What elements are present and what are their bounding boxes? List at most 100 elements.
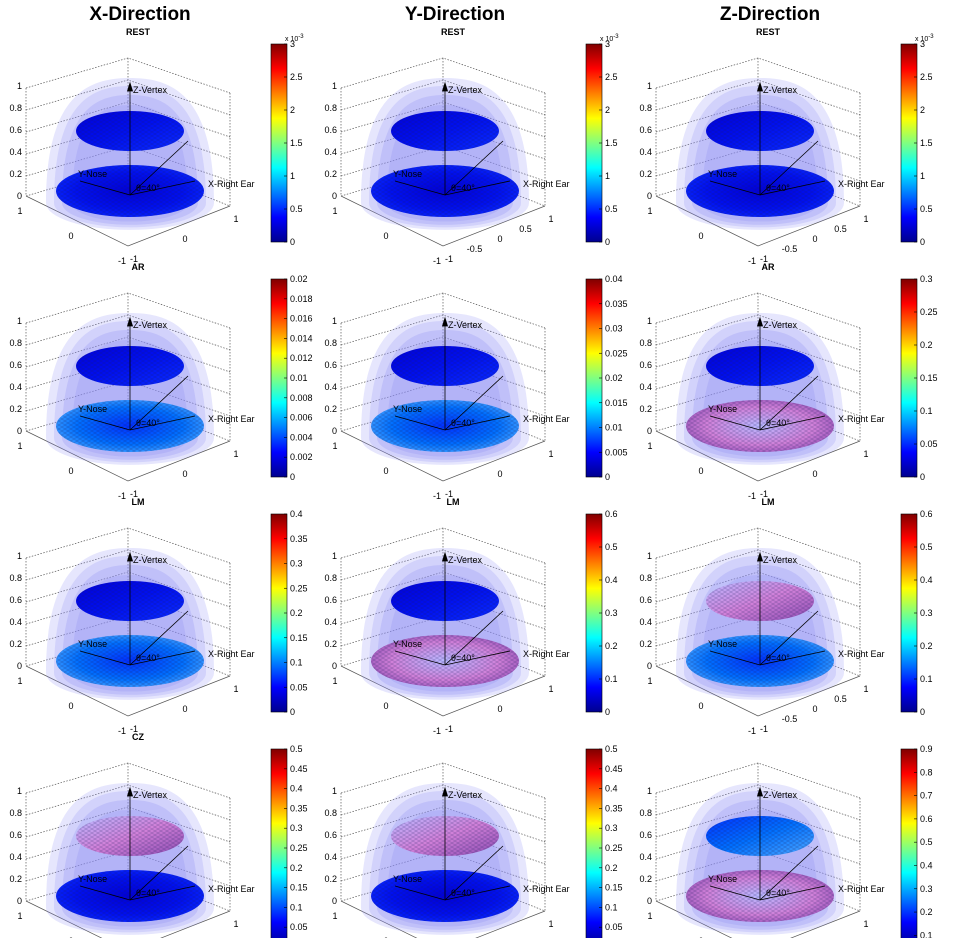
colorbar-tick-label: 0.4	[290, 509, 303, 519]
chart-panel: REST 0 0.2 0.4 0.6 0.8 1 1 0 -1 -1 0 1 Z-Vertex Y-Nose…	[9, 27, 304, 266]
x-tick-label: -1	[760, 489, 768, 499]
y-tick-label: 0	[698, 701, 703, 711]
z-tick-label: 1	[332, 316, 337, 326]
head-axes	[394, 551, 511, 666]
y-axis-ticks: 10-1	[332, 206, 441, 266]
x-tick-label: -1	[445, 724, 453, 734]
colorbar-tick-label: 0.1	[605, 902, 618, 912]
theta-ray	[759, 610, 819, 666]
x-right-ear-label: X-Right Ear	[523, 649, 570, 659]
colorbar-tick-label: 3	[920, 39, 925, 49]
z-tick-label: 0.8	[9, 338, 22, 348]
x-tick-label: 0	[182, 234, 187, 244]
colorbar-tick-label: 0.02	[605, 373, 623, 383]
y-axis-ticks: 10-1	[332, 911, 388, 938]
z-tick-label: 0.6	[639, 125, 652, 135]
z-tick-label: 0.2	[639, 874, 652, 884]
theta-ray	[129, 375, 189, 431]
colorbar-tick-label: 0.3	[920, 884, 933, 894]
colorbar-tick-label: 0.6	[605, 509, 618, 519]
z-tick-label: 0.8	[639, 808, 652, 818]
z-tick-label: 1	[17, 81, 22, 91]
colorbar-tick-label: 0.35	[290, 803, 308, 813]
x-tick-label: -1	[130, 254, 138, 264]
panel-title: CZ	[132, 732, 144, 742]
y-axis-line	[709, 885, 761, 901]
z-tick-label: 0.4	[324, 147, 337, 157]
x-axis-ticks: -101	[863, 919, 868, 929]
z-axis-ticks: 0 0.2 0.4 0.6 0.8 1	[639, 786, 652, 906]
z-axis-ticks: 0 0.2 0.4 0.6 0.8 1	[639, 81, 652, 201]
x-tick-label: 0	[497, 469, 502, 479]
colorbar-tick-label: 0.2	[920, 907, 933, 917]
y-tick-label: 0	[68, 231, 73, 241]
z-arrow-head	[441, 551, 449, 562]
colorbar-tick-label: 2.5	[920, 72, 933, 82]
head-axes	[709, 316, 826, 431]
panel-title: REST	[441, 27, 466, 37]
z-tick-label: 0.4	[324, 852, 337, 862]
x-tick-label: 1	[548, 214, 553, 224]
x-tick-label: 1	[863, 919, 868, 929]
z-vertex-label: Z-Vertex	[448, 555, 483, 565]
colorbar-tick-label: 0.4	[920, 575, 933, 585]
x-tick-label: 1	[863, 214, 868, 224]
z-tick-label: 0.6	[639, 360, 652, 370]
colorbar	[585, 748, 603, 938]
x-tick-label: -1	[445, 489, 453, 499]
y-axis-line	[79, 180, 131, 196]
colorbar-tick-label: 0.015	[605, 398, 628, 408]
colorbar-tick-label: 2.5	[290, 72, 303, 82]
x-right-ear-label: X-Right Ear	[838, 884, 885, 894]
z-axis-ticks: 0 0.2 0.4 0.6 0.8 1	[324, 551, 337, 671]
z-vertex-label: Z-Vertex	[133, 85, 168, 95]
x-tick-label: -1	[130, 489, 138, 499]
column-title-y: Y-Direction	[405, 4, 505, 25]
x-axis-ticks: -101	[760, 449, 869, 499]
head-axes	[394, 786, 511, 901]
x-axis-ticks: -101	[130, 449, 239, 499]
colorbar-tick-label: 0.15	[290, 883, 308, 893]
y-axis-line	[394, 885, 446, 901]
theta-label: θ=40°	[766, 653, 790, 663]
colorbar-tick-label: 0.05	[290, 922, 308, 932]
z-axis-ticks: 0 0.2 0.4 0.6 0.8 1	[9, 316, 22, 436]
x-axis-line	[759, 885, 826, 901]
x-right-ear-label: X-Right Ear	[838, 649, 885, 659]
z-tick-label: 0.8	[639, 338, 652, 348]
z-tick-label: 0.4	[9, 147, 22, 157]
colorbar-tick-label: 0.7	[920, 791, 933, 801]
z-tick-label: 0	[647, 896, 652, 906]
x-tick-label: 1	[233, 919, 238, 929]
colorbar-tick-label: 0.4	[605, 784, 618, 794]
z-tick-label: 0.6	[324, 830, 337, 840]
y-tick-label: -1	[748, 256, 756, 266]
z-arrow-head	[756, 786, 764, 797]
colorbar-tick-label: 0.35	[290, 534, 308, 544]
colorbar-tick-label: 0	[605, 472, 610, 482]
z-tick-label: 0.4	[639, 382, 652, 392]
colorbar-tick-label: 0.016	[290, 314, 313, 324]
head-axes	[709, 786, 826, 901]
y-tick-label: 1	[647, 206, 652, 216]
head-axes	[79, 551, 196, 666]
colorbar-tick-label: 0.008	[290, 393, 313, 403]
z-tick-label: 0	[647, 191, 652, 201]
z-vertex-label: Z-Vertex	[448, 85, 483, 95]
theta-ray	[129, 610, 189, 666]
y-nose-label: Y-Nose	[708, 639, 737, 649]
y-axis-ticks: 10-1	[17, 206, 126, 266]
colorbar-tick-label: 2	[920, 105, 925, 115]
colorbar-tick-label: 0.2	[920, 340, 933, 350]
z-tick-label: 0.6	[9, 830, 22, 840]
y-axis-line	[79, 885, 131, 901]
colorbar-tick-label: 0	[920, 237, 925, 247]
x-axis-line	[129, 415, 196, 431]
colorbar-tick-label: 0.035	[605, 299, 628, 309]
x-right-ear-label: X-Right Ear	[838, 414, 885, 424]
z-tick-label: 0	[17, 896, 22, 906]
x-axis-line	[444, 415, 511, 431]
colorbar-tick-label: 0.4	[605, 575, 618, 585]
z-tick-label: 0.8	[324, 103, 337, 113]
